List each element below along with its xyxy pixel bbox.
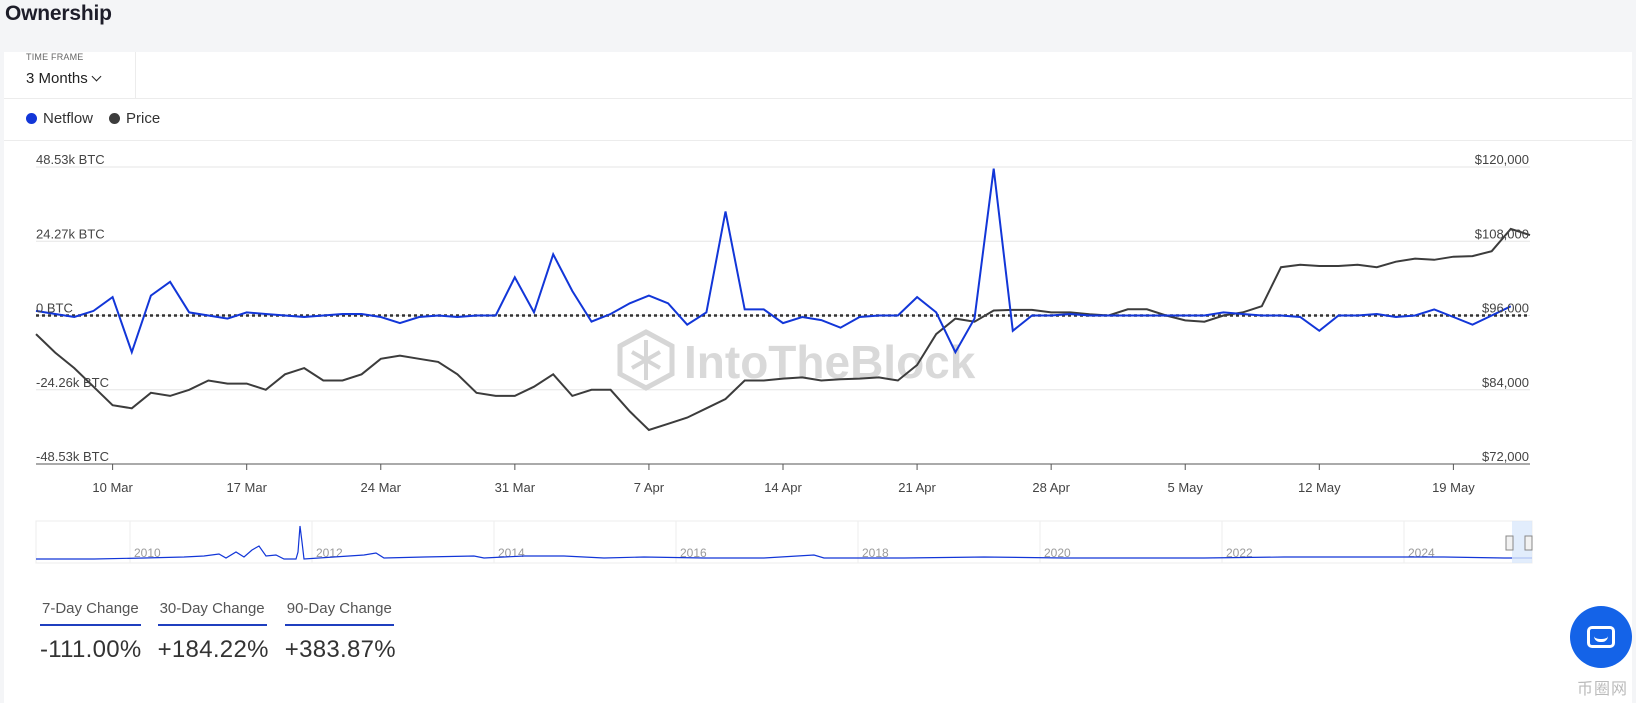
chat-support-button[interactable]: [1570, 606, 1632, 668]
x-tick-label: 21 Apr: [898, 480, 936, 495]
navigator-year-label: 2010: [134, 546, 161, 560]
navigator-year-label: 2016: [680, 546, 707, 560]
x-tick-label: 31 Mar: [495, 480, 536, 495]
y-right-tick-label: $84,000: [1482, 375, 1529, 390]
y-left-tick-label: 24.27k BTC: [36, 226, 105, 241]
stat-7-day-label: 7-Day Change: [40, 600, 141, 626]
y-right-tick-label: $120,000: [1475, 152, 1529, 167]
netflow-price-chart[interactable]: IntoTheBlock 48.53k BTC 24.27k BTC 0 BTC -2…: [4, 52, 1632, 592]
timeframe-dropdown[interactable]: 3 Months: [26, 70, 102, 87]
x-tick-label: 28 Apr: [1032, 480, 1070, 495]
stat-30-day-label: 30-Day Change: [157, 600, 267, 626]
y-left-tick-label: -48.53k BTC: [36, 449, 109, 464]
stat-30-day[interactable]: 30-Day Change +184.22%: [157, 600, 269, 664]
netflow-series-line: [35, 168, 1512, 356]
legend-label-price: Price: [126, 110, 161, 127]
navigator-year-label: 2024: [1408, 546, 1435, 560]
x-tick-label: 17 Mar: [226, 480, 267, 495]
stat-30-day-value: +184.22%: [157, 636, 269, 663]
x-tick-label: 5 May: [1168, 480, 1204, 495]
corner-watermark: 币圈网: [1576, 681, 1628, 698]
timeframe-value: 3 Months: [26, 70, 88, 87]
divider: [4, 140, 1632, 141]
navigator-year-label: 2020: [1044, 546, 1071, 560]
x-tick-label: 24 Mar: [361, 480, 402, 495]
x-tick-label: 14 Apr: [764, 480, 802, 495]
price-series-line: [35, 227, 1531, 432]
navigator-selection[interactable]: [1512, 521, 1532, 563]
watermark: IntoTheBlock: [617, 329, 976, 391]
x-axis: 10 Mar 17 Mar 24 Mar 31 Mar 7 Apr 14 Apr 21 Ap…: [92, 464, 1475, 495]
price-dot-icon: [109, 113, 121, 124]
x-tick-label: 19 May: [1432, 480, 1475, 495]
timeframe-selector[interactable]: TIME FRAME 3 Months: [4, 52, 136, 99]
navigator-year-label: 2022: [1226, 546, 1253, 560]
stat-90-day[interactable]: 90-Day Change +383.87%: [284, 600, 396, 664]
stat-7-day[interactable]: 7-Day Change -111.00%: [40, 600, 142, 664]
stat-7-day-value: -111.00%: [40, 636, 142, 663]
y-left-tick-label: 0 BTC: [36, 301, 73, 316]
y-right-tick-label: $72,000: [1482, 449, 1529, 464]
y-axis-left: 48.53k BTC 24.27k BTC 0 BTC -24.26k BTC -48.…: [36, 152, 109, 464]
change-stats: 7-Day Change -111.00% 30-Day Change +184…: [40, 600, 412, 664]
timeframe-label: TIME FRAME: [26, 52, 84, 62]
netflow-dot-icon: [26, 113, 37, 124]
range-navigator[interactable]: 2010 2012 2014 2016 2018 2020 2022 2024: [35, 520, 1533, 564]
legend: Netflow Price: [26, 110, 176, 127]
y-axis-right: $120,000 $108,000 $96,000 $84,000 $72,000: [1475, 152, 1529, 464]
y-right-tick-label: $96,000: [1482, 301, 1529, 316]
chart-card: TIME FRAME 3 Months Netflow Price IntoTh…: [4, 52, 1632, 703]
page-title: Ownership: [5, 2, 112, 25]
stat-90-day-value: +383.87%: [284, 636, 396, 663]
x-tick-label: 7 Apr: [634, 480, 665, 495]
divider: [4, 98, 1632, 99]
stat-90-day-label: 90-Day Change: [284, 600, 394, 626]
legend-label-netflow: Netflow: [43, 110, 94, 127]
navigator-year-label: 2014: [498, 546, 525, 560]
y-left-tick-label: 48.53k BTC: [36, 152, 105, 167]
navigator-history-line: [36, 525, 1532, 560]
x-tick-label: 12 May: [1298, 480, 1341, 495]
navigator-track: [35, 520, 1533, 564]
x-tick-label: 10 Mar: [92, 480, 133, 495]
watermark-logo-icon: [617, 329, 675, 391]
chat-icon: [1587, 626, 1615, 648]
y-right-tick-label: $108,000: [1475, 226, 1529, 241]
navigator-year-label: 2018: [862, 546, 889, 560]
legend-item-netflow[interactable]: Netflow: [26, 110, 93, 127]
y-left-tick-label: -24.26k BTC: [36, 375, 109, 390]
navigator-right-handle[interactable]: [1524, 535, 1533, 551]
navigator-left-handle[interactable]: [1505, 535, 1514, 551]
legend-item-price[interactable]: Price: [109, 110, 160, 127]
